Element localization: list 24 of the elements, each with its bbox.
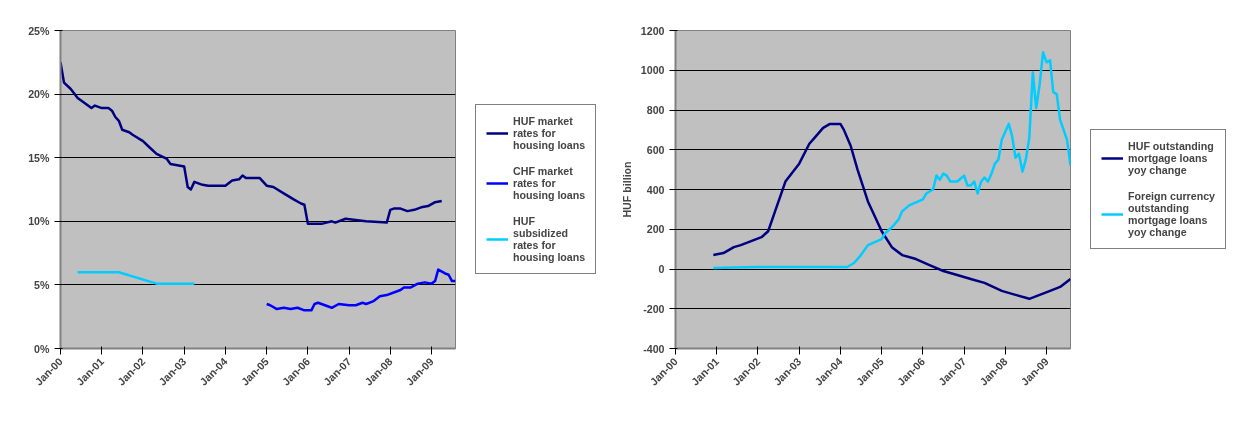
line-series bbox=[265, 268, 456, 312]
y-tick-label: 10% bbox=[28, 215, 51, 228]
y-tick-label: 0 bbox=[658, 263, 665, 275]
legend-label: HUF outstanding mortgage loans yoy change bbox=[1128, 140, 1214, 176]
y-tick-label: 1000 bbox=[640, 64, 665, 77]
legend-label: HUF market rates for housing loans bbox=[513, 115, 586, 151]
legend-label: Foreign currency outstanding mortgage loans yoy change bbox=[1128, 190, 1216, 238]
legend-label: CHF market rates for housing loans bbox=[513, 165, 586, 201]
legend-label: HUF subsidized rates for housing loans bbox=[513, 215, 586, 263]
y-tick-label: 1200 bbox=[640, 24, 665, 37]
y-tick-label: 200 bbox=[646, 223, 665, 236]
y-tick-label: 20% bbox=[28, 88, 51, 101]
y-tick-label: 400 bbox=[646, 183, 665, 196]
line-series bbox=[712, 122, 1071, 301]
y-tick-label: 0% bbox=[34, 342, 51, 355]
y-tick-label: -200 bbox=[643, 302, 665, 315]
y-tick-label: 5% bbox=[34, 278, 51, 291]
y-tick-label: 600 bbox=[646, 143, 665, 156]
line-series bbox=[712, 51, 1071, 270]
y-tick-label: 15% bbox=[28, 151, 51, 164]
y-tick-label: 25% bbox=[28, 24, 51, 37]
y-axis-title: HUF billion bbox=[620, 161, 633, 218]
y-tick-label: 800 bbox=[646, 104, 665, 116]
y-tick-label: -400 bbox=[643, 342, 665, 355]
